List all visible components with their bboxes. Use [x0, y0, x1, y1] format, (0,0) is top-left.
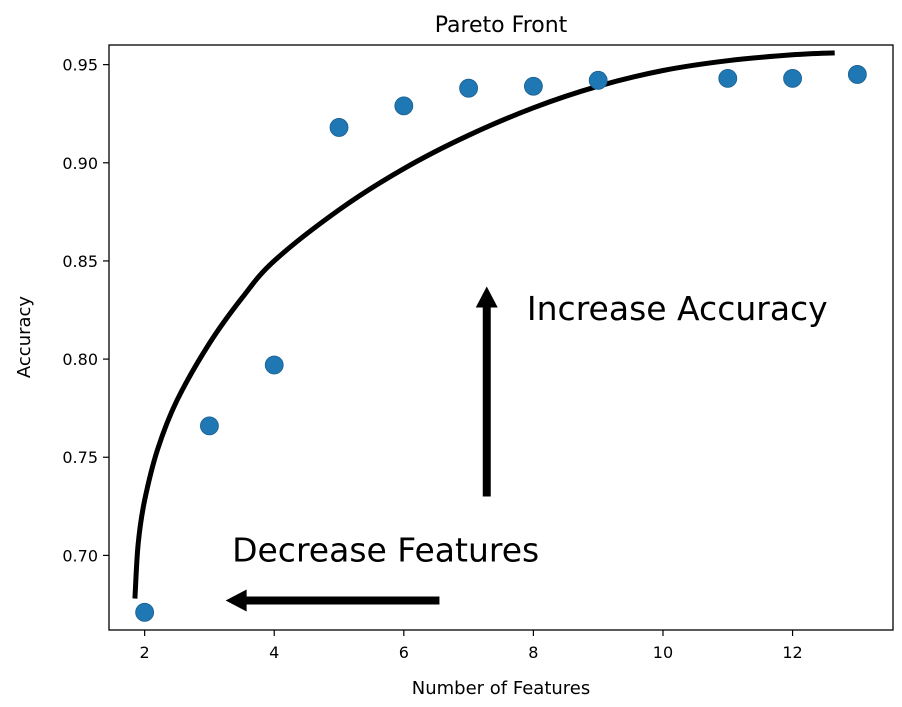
y-tick-label: 0.85: [62, 252, 98, 271]
x-tick-label: 4: [269, 643, 279, 662]
chart-marks: [132, 50, 867, 622]
decrease-features-arrow: [225, 589, 440, 612]
data-point: [329, 118, 349, 137]
data-point: [394, 96, 414, 116]
x-axis: 2 4 6 8 10 12: [140, 630, 803, 662]
x-tick-label: 8: [528, 643, 538, 662]
plot-area-frame: [108, 44, 894, 631]
data-point: [135, 602, 155, 622]
chart-title: Pareto Front: [435, 13, 568, 38]
data-point: [459, 78, 479, 98]
y-axis-title: Accuracy: [14, 296, 35, 379]
y-tick-label: 0.95: [62, 56, 98, 75]
data-point: [847, 65, 867, 84]
data-point: [264, 355, 284, 375]
pareto-front-curve: [132, 50, 835, 599]
arrow-head: [475, 286, 498, 308]
data-point: [200, 416, 219, 436]
data-point: [783, 68, 802, 88]
data-point: [718, 68, 738, 88]
y-axis: 0.70 0.75 0.80 0.85 0.90 0.95: [62, 56, 109, 565]
x-tick-label: 2: [140, 643, 150, 662]
x-axis-title: Number of Features: [412, 678, 591, 699]
y-tick-label: 0.80: [62, 350, 98, 369]
x-tick-label: 10: [653, 643, 673, 662]
decrease-features-label: Decrease Features: [232, 530, 539, 569]
data-point: [588, 70, 608, 90]
y-tick-label: 0.75: [62, 448, 98, 467]
arrow-head: [225, 589, 247, 612]
x-tick-label: 6: [399, 643, 409, 662]
increase-accuracy-label: Increase Accuracy: [527, 289, 828, 328]
y-tick-label: 0.90: [62, 154, 98, 173]
x-tick-label: 12: [782, 643, 802, 662]
y-tick-label: 0.70: [62, 546, 98, 565]
increase-accuracy-arrow: [475, 286, 498, 497]
chart-annotations: Increase Accuracy Decrease Features: [225, 286, 828, 612]
data-point: [523, 76, 543, 96]
